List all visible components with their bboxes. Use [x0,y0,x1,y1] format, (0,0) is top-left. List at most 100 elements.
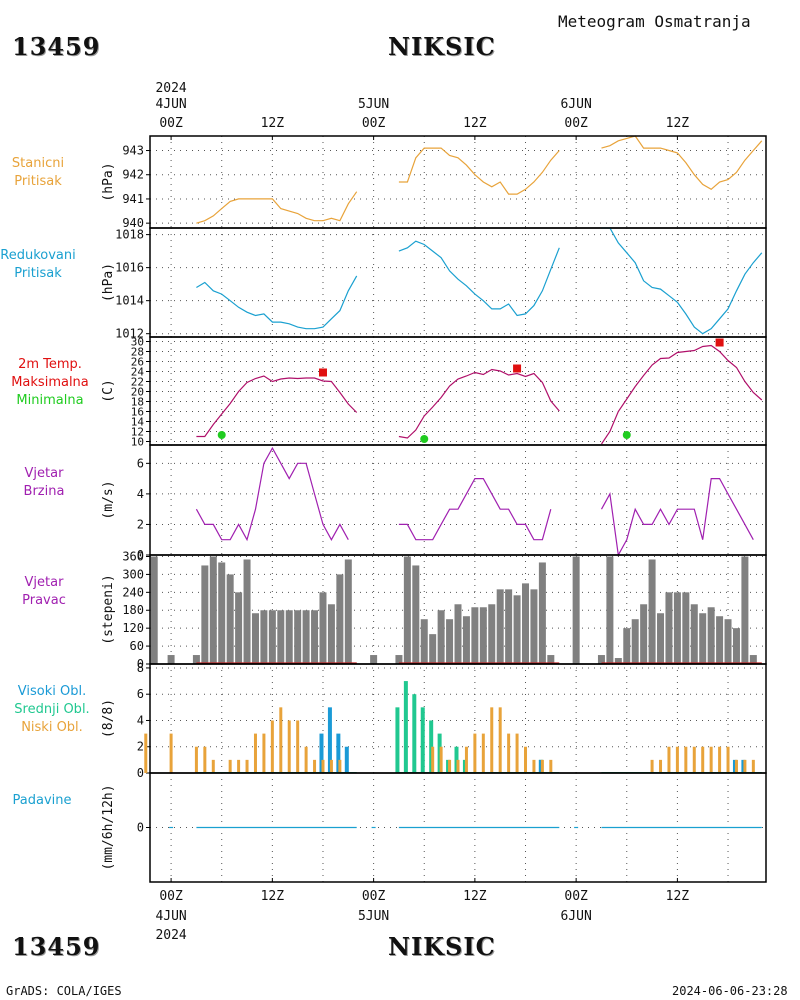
label-line: Maksimalna [11,375,89,390]
series-line [398,478,552,541]
series-line [195,446,349,542]
y-tick-label: 360 [122,549,144,563]
direction-bar [488,604,496,664]
low-cloud-bar [338,759,342,773]
direction-bar [302,610,310,664]
label-line: Pravac [22,593,66,608]
panel-frame [149,135,767,229]
direction-bar [724,619,732,664]
low-cloud-bar [431,746,435,773]
series-line [196,275,358,330]
direction-bar [167,655,175,664]
series-line [196,375,358,438]
y-tick-label: 24 [131,366,145,379]
low-cloud-bar [448,759,452,773]
low-cloud-bar [473,733,477,773]
x-axis-date-bottom: 4JUN [155,909,186,924]
direction-bar [420,619,428,664]
panel-reduced_pressure [146,227,767,338]
low-cloud-bar [456,759,460,773]
x-axis-hour-top: 12Z [666,116,690,131]
direction-bar [538,562,546,664]
station-id-top: 13459 [12,32,101,61]
y-tick-label: 18 [131,396,144,409]
direction-bar [522,583,530,664]
y-tick-label: 10 [131,436,144,449]
panel-temperature [146,336,767,446]
x-axis-date-top: 4JUN [155,97,186,112]
high-cloud-bar [319,733,324,773]
direction-bar [294,610,302,664]
label-station-pressure: Stanicni Pritisak [4,155,72,191]
label-line: Niski Obl. [21,720,83,735]
label-line: Padavine [12,793,72,808]
direction-bar [699,613,707,664]
y-tick-label: 943 [122,144,144,158]
direction-bar [201,565,209,664]
x-axis-hour-top: 00Z [159,116,183,131]
direction-bar [429,634,437,664]
x-axis-hour-top: 12Z [463,116,487,131]
direction-bar [243,559,251,664]
direction-bar [479,607,487,664]
x-axis-hour-top: 12Z [261,116,285,131]
direction-bar [226,574,234,664]
direction-bar [665,592,673,664]
panel-station_pressure [146,135,767,229]
direction-bar [454,604,462,664]
label-line: Visoki Obl. [17,684,87,699]
y-tick-label: 20 [131,386,144,399]
direction-bar [268,610,276,664]
panel-precipitation [146,772,767,883]
low-cloud-bar [211,759,215,773]
low-cloud-bar [228,759,232,773]
low-cloud-bar [659,759,663,773]
low-cloud-bar [490,707,494,773]
direction-bar [462,616,470,664]
mid-cloud-bar [412,694,417,773]
y-tick-label: 1014 [115,294,144,308]
direction-bar [741,556,749,664]
direction-bar [614,658,622,664]
direction-bar [251,613,259,664]
y-tick-label: 941 [122,192,144,206]
low-cloud-bar [515,733,519,773]
x-axis-date-top: 6JUN [560,97,591,112]
direction-bar [344,559,352,664]
label-line: Vjetar [24,575,64,590]
y-tick-label: 120 [122,621,144,635]
direction-bar [150,556,158,664]
y-tick-label: 0 [137,766,144,780]
low-cloud-bar [709,746,713,773]
y-tick-label: 4 [137,713,144,727]
y-tick-label: 16 [131,406,144,419]
low-cloud-bar [751,759,755,773]
series-line [601,344,763,445]
low-cloud-bar [296,720,300,773]
direction-bar [319,592,327,664]
low-cloud-bar [481,733,485,773]
y-tick-label: 1012 [115,327,144,341]
y-tick-label: 60 [130,639,144,653]
y-axis-unit: (8/8) [101,699,116,738]
y-tick-label: 1018 [115,228,144,242]
low-cloud-bar [321,759,325,773]
label-line: Srednji Obl. [14,702,90,717]
direction-bar [285,610,293,664]
label-line: Minimalna [16,393,84,408]
y-tick-label: 1016 [115,261,144,275]
low-cloud-bar [667,746,671,773]
direction-bar [707,607,715,664]
direction-bar [547,655,555,664]
direction-bar [640,604,648,664]
low-cloud-bar [329,759,333,773]
direction-bar [471,607,479,664]
direction-bar [732,628,740,664]
panel-wind_direction [146,554,767,665]
direction-bar [496,589,504,664]
label-temperature: 2m Temp. Maksimalna Minimalna [0,356,100,410]
label-line: Vjetar [24,466,64,481]
series-line [601,135,763,191]
y-tick-label: 0 [137,657,144,671]
y-axis-unit: (hPa) [101,162,116,201]
